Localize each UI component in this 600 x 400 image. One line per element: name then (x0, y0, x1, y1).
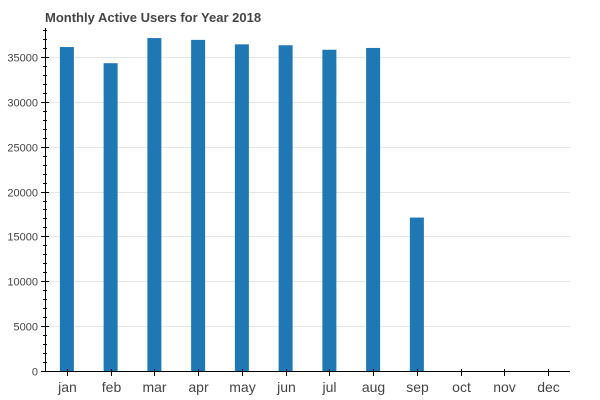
x-tick-label-feb: feb (102, 379, 122, 395)
y-tick-label: 30000 (7, 98, 38, 110)
bar-apr (191, 39, 206, 371)
bar-mar (147, 38, 162, 371)
grid-lines (45, 57, 570, 327)
x-tick-label-sep: sep (406, 379, 429, 395)
x-tick-label-jan: jan (57, 379, 77, 395)
chart-title: Monthly Active Users for Year 2018 (45, 10, 261, 25)
bar-may (234, 44, 249, 371)
bar-feb (103, 63, 118, 371)
y-tick-label: 20000 (7, 188, 38, 200)
tick-labels: 0 5000 10000 15000 20000 25000 30000 35000 jan fe… (7, 53, 559, 396)
bar-jun (278, 45, 293, 372)
x-tick-label-dec: dec (537, 379, 560, 395)
x-tick-label-mar: mar (142, 379, 166, 395)
x-tick-label-oct: oct (452, 379, 471, 395)
y-tick-label: 25000 (7, 143, 38, 155)
bar-jan (59, 47, 74, 372)
y-tick-label: 10000 (7, 277, 38, 289)
x-tick-label-aug: aug (362, 379, 385, 395)
bar-jul (322, 49, 337, 372)
bar-sep (409, 217, 424, 371)
x-tick-label-nov: nov (493, 379, 516, 395)
x-tick-label-apr: apr (188, 379, 209, 395)
x-tick-label-may: may (229, 379, 255, 395)
axes (41, 28, 570, 376)
bar-aug (366, 47, 381, 372)
y-tick-label: 35000 (7, 53, 38, 65)
x-tick-label-jun: jun (276, 379, 296, 395)
y-tick-label: 5000 (14, 322, 38, 334)
bars (59, 38, 424, 372)
y-tick-label: 0 (32, 367, 38, 379)
x-tick-label-jul: jul (321, 379, 336, 395)
y-tick-label: 15000 (7, 232, 38, 244)
